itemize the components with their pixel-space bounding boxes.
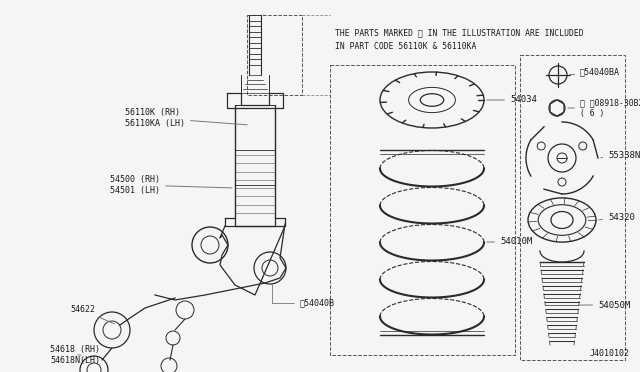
Text: 54500 (RH)
54501 (LH): 54500 (RH) 54501 (LH) xyxy=(110,175,232,195)
Text: ※ ⓝ08918-30B2A
( 6 ): ※ ⓝ08918-30B2A ( 6 ) xyxy=(568,98,640,118)
Bar xyxy=(330,65,515,355)
Text: THE PARTS MARKED ※ IN THE ILLUSTRATION ARE INCLUDED: THE PARTS MARKED ※ IN THE ILLUSTRATION A… xyxy=(335,28,584,37)
Text: ※54040B: ※54040B xyxy=(272,283,335,307)
Text: 54320: 54320 xyxy=(599,214,635,222)
Text: 54050M: 54050M xyxy=(580,301,630,310)
Text: IN PART CODE 56110K & 56110KA: IN PART CODE 56110K & 56110KA xyxy=(335,42,476,51)
Text: 54618 (RH)
54618N(LH): 54618 (RH) 54618N(LH) xyxy=(50,345,100,365)
Text: ※54040BA: ※54040BA xyxy=(570,67,620,77)
Bar xyxy=(520,55,625,360)
Text: J4010102: J4010102 xyxy=(590,349,630,358)
Text: 54622: 54622 xyxy=(70,305,115,324)
Text: 55338N: 55338N xyxy=(601,151,640,160)
Text: 54034: 54034 xyxy=(487,96,537,105)
Text: 54010M: 54010M xyxy=(487,237,532,247)
Bar xyxy=(247,15,302,95)
Text: 56110K (RH)
56110KA (LH): 56110K (RH) 56110KA (LH) xyxy=(125,108,247,128)
